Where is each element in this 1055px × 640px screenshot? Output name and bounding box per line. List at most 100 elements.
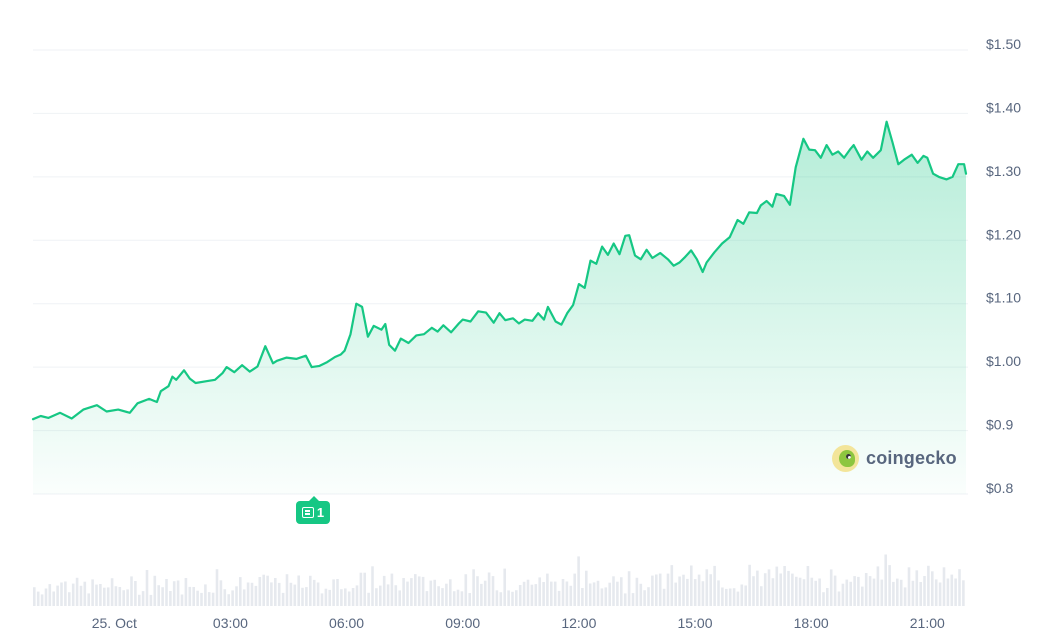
volume-bar: [297, 575, 300, 606]
volume-bar: [888, 565, 891, 606]
volume-bar: [367, 592, 370, 606]
volume-bar: [270, 582, 273, 606]
volume-bar: [771, 578, 775, 606]
volume-bar: [324, 588, 328, 606]
volume-bar: [791, 573, 794, 606]
y-tick-label: $1.50: [986, 36, 1021, 52]
volume-bar: [620, 577, 623, 606]
volume-bar: [872, 578, 876, 606]
volume-bar: [153, 575, 157, 606]
volume-bar: [103, 587, 106, 606]
volume-bar: [721, 587, 724, 606]
volume-bar: [565, 581, 569, 606]
volume-bar: [511, 591, 514, 606]
volume-bar: [748, 564, 751, 606]
volume-bar: [336, 579, 339, 606]
volume-bar: [697, 574, 701, 606]
volume-bar: [775, 566, 779, 606]
volume-bar: [639, 583, 643, 606]
volume-bar: [569, 585, 573, 606]
volume-bar: [60, 582, 63, 606]
volume-bar: [522, 581, 526, 606]
volume-bar: [429, 580, 433, 606]
volume-bar: [460, 591, 464, 606]
volume-bar: [227, 594, 230, 606]
volume-bar: [779, 573, 782, 606]
x-tick-label: 25. Oct: [92, 615, 137, 631]
volume-bars: [33, 554, 965, 606]
price-area-fill: [33, 121, 966, 494]
volume-bar: [647, 587, 650, 606]
volume-bar: [398, 590, 401, 606]
volume-bar: [40, 594, 44, 606]
volume-bar: [207, 592, 211, 606]
volume-bar: [371, 566, 374, 606]
volume-bar: [795, 576, 798, 606]
volume-bar: [258, 577, 262, 606]
volume-bar: [538, 577, 541, 606]
volume-bar: [320, 593, 324, 606]
volume-bar: [899, 579, 903, 606]
y-tick-label: $0.9: [986, 417, 1013, 433]
volume-bar: [351, 588, 355, 606]
y-tick-label: $1.10: [986, 290, 1021, 306]
volume-bar: [752, 576, 755, 606]
volume-bar: [52, 591, 55, 606]
volume-bar: [281, 592, 285, 606]
volume-bar: [670, 565, 674, 606]
volume-bar: [577, 556, 580, 606]
volume-bar: [732, 588, 736, 606]
volume-bar: [312, 579, 316, 606]
volume-bar: [651, 575, 654, 606]
volume-bar: [394, 585, 398, 606]
volume-bar: [441, 588, 444, 606]
volume-bar: [445, 583, 448, 606]
volume-bar: [316, 582, 320, 606]
news-marker-button[interactable]: 1: [296, 496, 330, 524]
volume-bar: [701, 581, 705, 606]
volume-bar: [277, 582, 281, 606]
volume-bar: [188, 586, 192, 606]
volume-bar: [857, 576, 860, 606]
volume-bar: [557, 590, 561, 606]
volume-bar: [919, 582, 922, 606]
volume-bar: [833, 575, 837, 606]
volume-bar: [627, 571, 631, 606]
volume-bar: [643, 590, 646, 606]
volume-bar: [118, 587, 122, 606]
volume-bar: [705, 569, 709, 606]
volume-bar: [876, 566, 880, 606]
volume-bar: [515, 590, 518, 606]
watermark-text: coingecko: [866, 448, 957, 468]
volume-bar: [783, 566, 786, 606]
volume-bar: [588, 583, 592, 606]
volume-bar: [530, 584, 534, 606]
y-axis-ticks: $1.50 $1.40 $1.30 $1.20 $1.10 $1.00 $0.9 $0.8: [986, 36, 1021, 496]
volume-bar: [344, 588, 347, 606]
volume-bar: [242, 589, 246, 606]
volume-bar: [421, 576, 425, 606]
volume-bar: [375, 588, 378, 606]
volume-bar: [246, 582, 250, 606]
volume-bar: [48, 584, 52, 606]
volume-bar: [655, 574, 658, 606]
volume-bar: [328, 589, 331, 606]
volume-bar: [553, 581, 557, 606]
volume-bar: [149, 594, 153, 606]
volume-bar: [44, 588, 48, 606]
volume-bar: [592, 582, 596, 606]
volume-bar: [954, 578, 957, 606]
news-count: 1: [316, 505, 325, 520]
volume-bar: [301, 587, 304, 606]
y-tick-label: $1.20: [986, 226, 1021, 242]
volume-bar: [861, 586, 864, 606]
y-tick-label: $1.40: [986, 99, 1021, 115]
volume-bar: [390, 573, 394, 606]
volume-bar: [736, 591, 740, 606]
volume-bar: [382, 575, 386, 606]
volume-bar: [239, 577, 242, 606]
volume-bar: [406, 581, 409, 606]
volume-bar: [495, 590, 499, 606]
volume-bar: [503, 568, 506, 606]
x-tick-label: 09:00: [445, 615, 480, 631]
